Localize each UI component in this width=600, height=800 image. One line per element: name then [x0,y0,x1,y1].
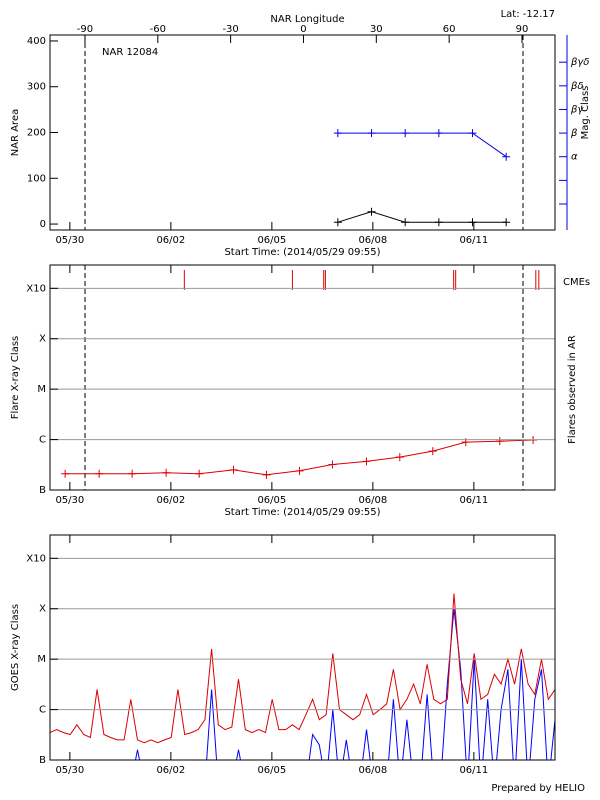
y-tick-label: 200 [27,128,46,139]
point-marker [295,466,304,475]
y-tick-label: 0 [40,219,46,230]
x-tick-label: 05/30 [55,495,84,506]
point-marker [229,465,238,474]
y-tick-label: X10 [26,283,46,294]
point-marker [333,129,342,138]
point-marker [162,468,171,477]
cme-label: CMEs [563,277,590,288]
x-tick-label: 06/02 [156,495,185,506]
y-tick-label: C [39,435,46,446]
y-tick-label: 400 [27,36,46,47]
point-marker [401,218,410,227]
series-line [50,593,555,744]
y-tick-label: M [37,654,46,665]
plot-area [50,593,555,760]
x-tick-label: 06/02 [156,235,185,246]
point-marker [195,469,204,478]
panel: B C M X X10 05/30 06/02 06/05 06/08 06/11 GOES X-r… [10,534,556,776]
panel: B C M X X10 05/30 06/02 06/05 06/08 06/11 CMEs Flar… [10,264,590,518]
y-tick-label: 300 [27,82,46,93]
point-marker [95,469,104,478]
point-marker [367,129,376,138]
y-tick-label: 100 [27,173,46,184]
point-marker [328,460,337,469]
plot-area [84,35,524,230]
point-marker [428,447,437,456]
series-line [337,211,507,223]
x2-tick-label: -90 [77,24,93,35]
frame [49,264,556,491]
x-tick-label: 06/11 [459,495,488,506]
y-tick-label: X10 [26,553,46,564]
series-line [135,608,555,760]
y-tick-label: B [39,485,46,496]
x-tick-label: 06/05 [257,765,286,776]
point-marker [362,457,371,466]
y-axis-label: NAR Area [10,109,21,156]
y-tick-label: X [39,334,46,345]
point-marker [367,207,376,216]
x2-axis-label: NAR Longitude [270,14,344,25]
y-axis-label: GOES X-ray Class [10,604,21,691]
x-tick-label: 05/30 [55,765,84,776]
y-tick-label: B [39,755,46,766]
point-marker [468,218,477,227]
x-tick-label: 05/30 [55,235,84,246]
series-line [337,132,507,158]
x-tick-label: 06/02 [156,765,185,776]
x2-tick-label: 30 [370,24,383,35]
point-marker [495,437,504,446]
point-marker [128,469,137,478]
point-marker [395,453,404,462]
y-axis-label: Flare X-ray Class [10,336,21,420]
point-marker [468,129,477,138]
frame [49,34,556,231]
point-marker [401,129,410,138]
point-marker [434,129,443,138]
plot-area [61,265,540,490]
y-tick-label: M [37,384,46,395]
x2-tick-label: -60 [150,24,166,35]
point-marker [333,218,342,227]
x-tick-label: 06/08 [358,495,387,506]
y-tick-label: X [39,604,46,615]
x-tick-label: 06/11 [459,765,488,776]
x-axis-label: Start Time: (2014/05/29 09:55) [224,507,380,518]
point-marker [262,470,271,479]
point-marker [61,469,70,478]
y2-tick-label: βγ [570,104,584,115]
point-marker [502,218,511,227]
x-tick-label: 06/08 [358,765,387,776]
x-tick-label: 06/05 [257,495,286,506]
frame [49,534,556,761]
x-axis-label: Start Time: (2014/05/29 09:55) [224,247,380,258]
y2-axis-label: Flares observed in AR [567,335,578,444]
x-tick-label: 06/08 [358,235,387,246]
y2-tick-label: α [571,152,578,163]
y2-tick-label: βδ [570,81,584,92]
y-tick-label: C [39,705,46,716]
x2-tick-label: 90 [516,24,529,35]
y2-axis-label: Mag. Class [580,86,591,140]
x-tick-label: 06/05 [257,235,286,246]
y2-tick-label: βγδ [570,57,589,68]
x2-tick-label: -30 [222,24,238,35]
point-marker [502,152,511,161]
x-tick-label: 06/11 [459,235,488,246]
chart-title: NAR 12084 [102,47,158,58]
y2-tick-label: β [570,128,578,139]
footer: Prepared by HELIO [491,783,585,794]
x2-tick-label: 60 [443,24,456,35]
x2-tick-label: 0 [300,24,306,35]
point-marker [434,218,443,227]
annotation: Lat: -12.17 [501,9,555,20]
